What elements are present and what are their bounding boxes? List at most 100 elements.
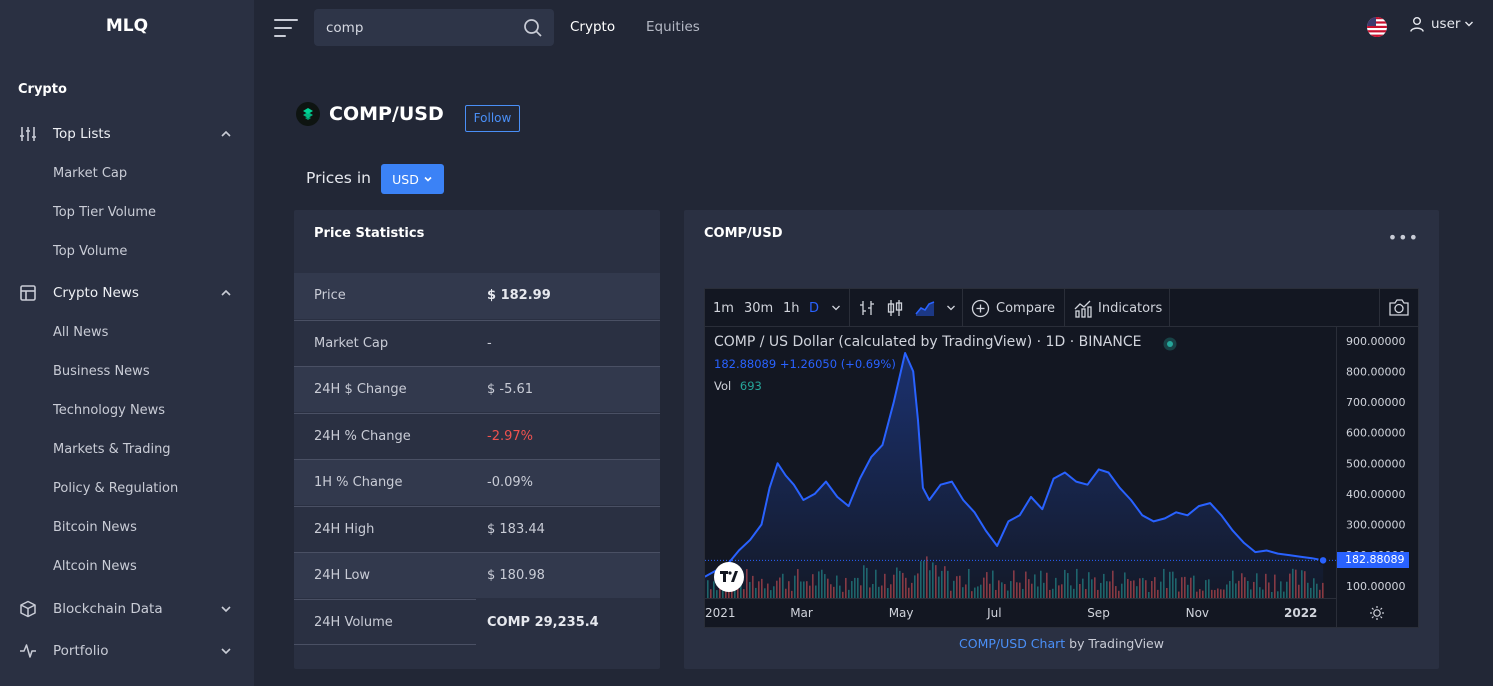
- stat-row-1h-percent-change: 1H % Change -0.09%: [294, 459, 660, 505]
- sidebar-group-blockchain-data[interactable]: Blockchain Data: [18, 597, 232, 621]
- price-point: [985, 529, 987, 532]
- sidebar-item-top-volume[interactable]: Top Volume: [53, 244, 128, 259]
- price-point: [1118, 487, 1121, 489]
- search-input[interactable]: [326, 9, 516, 46]
- sidebar-item-business-news[interactable]: Business News: [53, 364, 150, 379]
- bar-style-icon[interactable]: [858, 299, 876, 317]
- price-point: [793, 483, 795, 486]
- area-style-icon[interactable]: [915, 299, 935, 317]
- topnav-equities[interactable]: Equities: [646, 19, 700, 35]
- stat-label: 24H High: [314, 522, 375, 537]
- sidebar-item-policy-regulation[interactable]: Policy & Regulation: [53, 481, 179, 496]
- price-point: [1209, 502, 1211, 504]
- time-axis-tick-label: 2022: [1284, 606, 1318, 620]
- price-point: [996, 545, 998, 547]
- time-axis[interactable]: 2021 Mar May Jul Sep Nov 2022: [705, 598, 1336, 627]
- search-icon[interactable]: [523, 18, 543, 38]
- stat-label: Market Cap: [314, 336, 389, 351]
- camera-icon[interactable]: [1388, 298, 1410, 317]
- tradingview-logo-icon[interactable]: [714, 562, 744, 592]
- price-point: [704, 575, 706, 578]
- sidebar-item-altcoin-news[interactable]: Altcoin News: [53, 559, 137, 574]
- currency-value: USD: [392, 171, 419, 187]
- interval-1m[interactable]: 1m: [713, 301, 734, 316]
- sidebar-group-top-lists[interactable]: Top Lists: [18, 122, 232, 146]
- price-chart-svg: [704, 352, 1336, 598]
- follow-button[interactable]: Follow: [465, 105, 520, 132]
- stat-label: 24H Low: [314, 568, 371, 583]
- stat-label: 24H $ Change: [314, 382, 407, 397]
- indicators-button[interactable]: Indicators: [1098, 301, 1163, 316]
- price-point: [1030, 496, 1032, 498]
- sidebar: MLQ Crypto Top Lists Market Cap Top Tier…: [0, 0, 254, 686]
- menu-toggle-icon[interactable]: [274, 17, 298, 39]
- price-point: [1220, 514, 1223, 517]
- price-axis[interactable]: 900.00000 800.00000 700.00000 600.00000 500.…: [1336, 327, 1418, 627]
- price-point: [749, 539, 751, 541]
- chevron-down-icon: [221, 648, 231, 655]
- more-options-icon[interactable]: •••: [1387, 228, 1419, 247]
- user-name: user: [1431, 16, 1461, 32]
- card-title: COMP/USD: [704, 226, 783, 241]
- interval-d[interactable]: D: [809, 301, 820, 316]
- price-point: [1052, 477, 1055, 480]
- candles-icon[interactable]: [886, 299, 904, 317]
- chart-volume-legend: Vol 693: [714, 379, 762, 393]
- brand-logo[interactable]: MLQ: [105, 16, 149, 36]
- stat-row-24h-percent-change: 24H % Change -2.97%: [294, 413, 660, 459]
- stat-row-24h-low: 24H Low $ 180.98: [294, 552, 660, 598]
- sidebar-item-bitcoin-news[interactable]: Bitcoin News: [53, 520, 137, 535]
- settings-icon[interactable]: [1369, 605, 1385, 621]
- sidebar-item-markets-trading[interactable]: Markets & Trading: [53, 442, 171, 457]
- price-statistics-card: Price Statistics Price $ 182.99 Market C…: [294, 210, 660, 669]
- chart-attribution-link[interactable]: COMP/USD Chart: [959, 636, 1066, 651]
- currency-dropdown[interactable]: USD: [381, 164, 444, 194]
- plus-circle-icon[interactable]: [971, 299, 990, 318]
- price-point: [825, 480, 827, 483]
- price-point: [802, 499, 805, 501]
- price-point: [1141, 514, 1144, 517]
- sidebar-item-top-tier-volume[interactable]: Top Tier Volume: [53, 205, 157, 220]
- interval-1h[interactable]: 1h: [783, 301, 800, 316]
- sidebar-item-technology-news[interactable]: Technology News: [53, 403, 166, 418]
- sidebar-section-crypto: Crypto: [18, 82, 67, 97]
- sidebar-item-all-news[interactable]: All News: [53, 325, 109, 340]
- compare-button[interactable]: Compare: [996, 301, 1055, 316]
- interval-30m[interactable]: 30m: [744, 301, 774, 316]
- price-point: [1299, 555, 1302, 558]
- price-area: [705, 353, 1324, 598]
- user-menu[interactable]: user: [1409, 16, 1474, 32]
- chevron-down-icon: [1465, 21, 1474, 27]
- market-open-status-icon: [1163, 337, 1177, 351]
- chart-quote-legend: 182.88089 +1.26050 (+0.69%): [714, 357, 896, 371]
- chevron-down-icon[interactable]: [946, 304, 956, 312]
- price-point: [1231, 529, 1234, 532]
- coin-header: COMP/USD: [296, 102, 444, 126]
- stat-value-negative: -2.97%: [487, 429, 533, 444]
- topnav-crypto[interactable]: Crypto: [570, 19, 616, 35]
- price-axis-tick-label: 100.00000: [1346, 580, 1406, 593]
- cube-icon: [18, 599, 38, 619]
- last-price-marker: [1318, 555, 1328, 566]
- time-axis-tick-label: Jul: [987, 606, 1002, 620]
- chevron-down-icon[interactable]: [831, 304, 841, 312]
- indicators-icon[interactable]: [1074, 299, 1094, 318]
- price-point: [1098, 468, 1100, 471]
- price-point: [1164, 517, 1166, 520]
- time-axis-tick-label: 2021: [705, 606, 736, 620]
- stat-value: $ 182.99: [487, 288, 551, 303]
- us-flag-icon[interactable]: [1367, 17, 1387, 37]
- chart-plot-area[interactable]: COMP / US Dollar (calculated by TradingV…: [704, 327, 1336, 598]
- price-point: [1075, 480, 1077, 483]
- tradingview-widget: 1m 30m 1h D Compare Indicators COMP / US…: [704, 288, 1419, 628]
- price-point: [922, 487, 924, 489]
- price-point: [859, 477, 861, 480]
- comp-coin-logo: [296, 102, 320, 126]
- sidebar-group-portfolio[interactable]: Portfolio: [18, 639, 232, 663]
- sidebar-group-crypto-news[interactable]: Crypto News: [18, 281, 232, 305]
- stat-label: Price: [314, 288, 346, 303]
- price-point: [928, 499, 931, 501]
- sidebar-item-market-cap[interactable]: Market Cap: [53, 166, 128, 181]
- price-point: [1107, 471, 1110, 474]
- price-point: [1254, 551, 1257, 553]
